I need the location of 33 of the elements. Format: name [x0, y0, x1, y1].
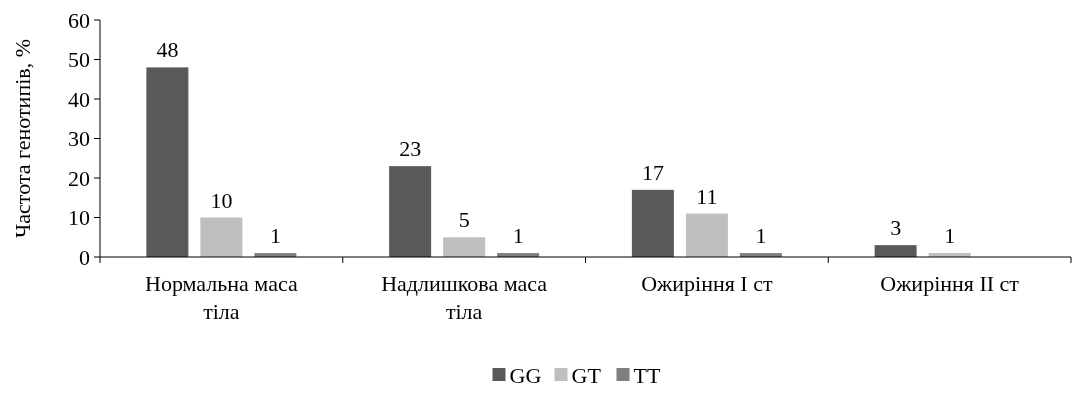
- bar: [631, 189, 674, 257]
- legend-label: GT: [571, 362, 602, 388]
- y-tick-label: 0: [79, 244, 90, 270]
- bar: [200, 217, 243, 257]
- data-label: 17: [641, 159, 664, 185]
- y-tick-label: 40: [68, 86, 90, 112]
- bar: [874, 245, 917, 257]
- x-tick-label: Нормальна маса тіла: [145, 271, 298, 324]
- data-label: 48: [156, 37, 179, 63]
- bar: [389, 166, 432, 257]
- y-tick-label: 10: [68, 205, 90, 231]
- data-label: 5: [458, 207, 470, 233]
- y-tick-label: 60: [68, 7, 90, 33]
- x-tick-label: Ожиріння І ст: [641, 271, 773, 296]
- y-tick-label: 20: [68, 165, 90, 191]
- x-tick-label: Надлишкова маса тіла: [381, 271, 548, 324]
- legend-label: TT: [633, 362, 661, 388]
- y-axis-title: Частота генотипів, %: [10, 39, 35, 238]
- bar: [443, 237, 486, 257]
- data-label: 1: [512, 223, 524, 249]
- x-tick-label: Ожиріння ІІ ст: [880, 271, 1020, 296]
- data-label: 10: [210, 187, 233, 213]
- legend-label: GG: [509, 362, 542, 388]
- data-label: 3: [890, 215, 902, 241]
- data-label: 1: [269, 223, 281, 249]
- bar: [146, 67, 189, 257]
- data-label: 11: [696, 183, 718, 209]
- bar: [685, 213, 728, 257]
- data-label: 1: [755, 223, 767, 249]
- data-label: 1: [944, 223, 956, 249]
- y-tick-label: 50: [68, 47, 90, 73]
- y-tick-label: 30: [68, 126, 90, 152]
- data-label: 23: [399, 136, 422, 162]
